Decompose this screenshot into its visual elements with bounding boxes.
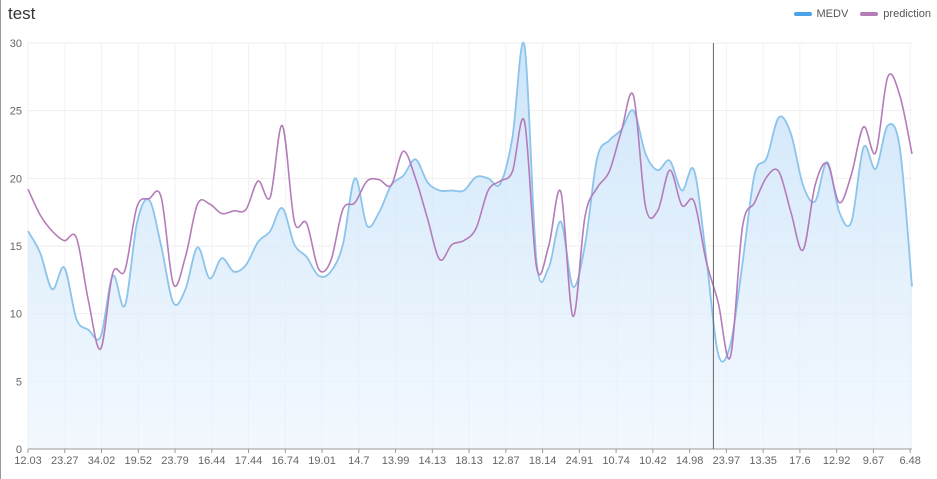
x-tick-label: 34.02 <box>88 455 116 467</box>
x-tick-label: 13.35 <box>749 455 777 467</box>
x-tick-label: 23.79 <box>161 455 189 467</box>
x-tick-label: 17.44 <box>235 455 263 467</box>
x-tick-label: 23.27 <box>51 455 79 467</box>
legend-swatch-medv <box>793 12 812 16</box>
x-tick-label: 12.92 <box>823 455 851 467</box>
x-tick-label: 17.6 <box>789 455 810 467</box>
x-tick-label: 18.14 <box>529 455 557 467</box>
x-tick-label: 13.99 <box>382 455 410 467</box>
chart-title: test <box>8 4 36 23</box>
legend-item-medv[interactable]: MEDV <box>793 8 849 20</box>
y-tick-label: 30 <box>10 38 22 50</box>
y-tick-label: 20 <box>10 173 22 185</box>
series-prediction-line <box>27 73 913 360</box>
legend-label-prediction: prediction <box>883 8 931 20</box>
x-tick-label: 18.13 <box>455 455 483 467</box>
x-tick-label: 23.97 <box>713 455 741 467</box>
x-tick-label: 9.67 <box>863 455 884 467</box>
x-tick-label: 10.74 <box>602 455 630 467</box>
y-tick-label: 25 <box>10 106 22 118</box>
x-tick-label: 6.48 <box>899 455 920 467</box>
x-tick-label: 19.52 <box>125 455 153 467</box>
y-tick-label: 5 <box>16 376 22 388</box>
x-tick-label: 12.87 <box>492 455 520 467</box>
legend: MEDV prediction <box>793 8 931 20</box>
legend-label-medv: MEDV <box>816 8 849 20</box>
x-tick-label: 16.74 <box>272 455 300 467</box>
y-tick-label: 0 <box>16 444 22 456</box>
series-medv-line <box>27 41 913 363</box>
x-tick-label: 24.91 <box>566 455 594 467</box>
x-tick-label: 14.7 <box>348 455 369 467</box>
x-tick-label: 14.13 <box>419 455 447 467</box>
x-tick-label: 19.01 <box>308 455 336 467</box>
legend-item-prediction[interactable]: prediction <box>860 8 931 20</box>
y-tick-label: 10 <box>10 309 22 321</box>
series-medv-area <box>28 42 912 449</box>
y-tick-label: 15 <box>10 241 22 253</box>
x-tick-label: 14.98 <box>676 455 704 467</box>
x-tick-label: 10.42 <box>639 455 667 467</box>
x-tick-label: 12.03 <box>14 455 42 467</box>
x-tick-label: 16.44 <box>198 455 226 467</box>
legend-swatch-prediction <box>860 12 879 16</box>
